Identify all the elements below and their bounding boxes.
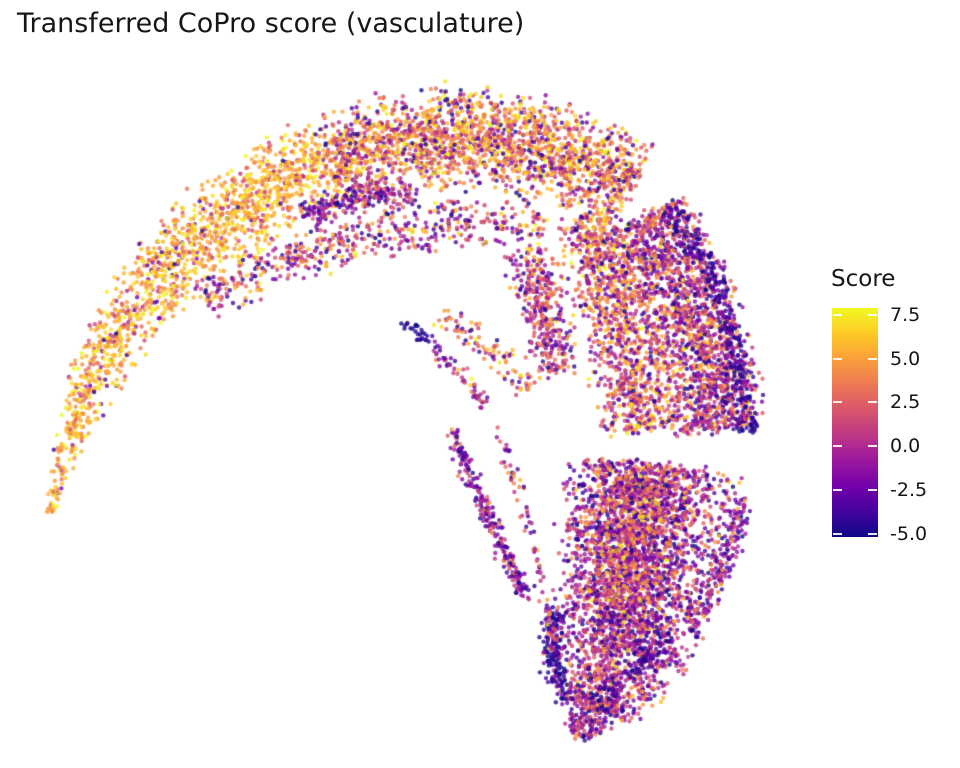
chart-title: Transferred CoPro score (vasculature) [17, 8, 525, 39]
